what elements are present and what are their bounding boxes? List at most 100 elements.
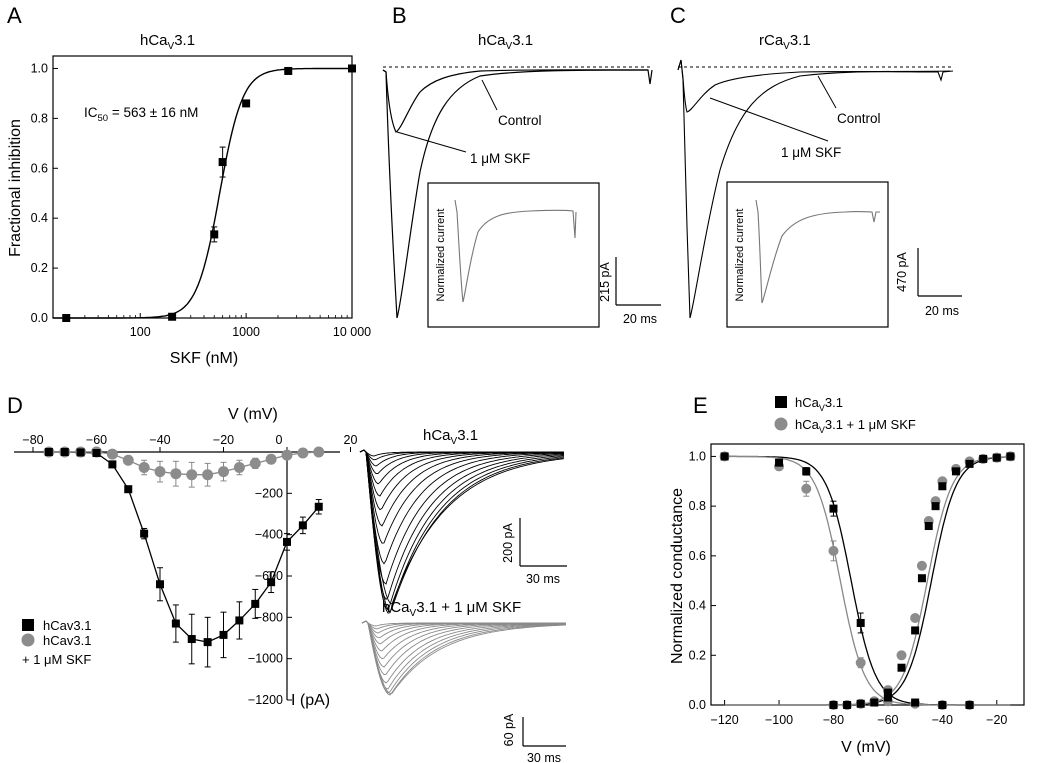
- panel-e-tick-labels: −120 −100 −80 −60 −40 −20 0.0 0.2 0.4 0.6 0.8 1.0: [689, 449, 1008, 727]
- panel-d-control-point: [156, 580, 164, 589]
- panel-c-control-pointer: [817, 75, 837, 109]
- panel-d-ytick-label: −400: [255, 528, 283, 542]
- panel-b-skf-label: 1 μM SKF: [470, 151, 530, 166]
- panel-e-xtick-label: −60: [877, 713, 898, 727]
- panel-d-skf-point: [281, 449, 293, 461]
- panel-a-title: hCaV3.1: [140, 32, 195, 52]
- panel-a-tick-labels: 0.0 0.2 0.4 0.6 0.8 1.0 100 1000 10 000: [31, 61, 372, 339]
- panel-e-control-activation-point: [917, 574, 926, 583]
- panel-a-point: [284, 66, 293, 75]
- panel-e-ticks: [711, 455, 998, 706]
- panel-d-skf-point: [202, 469, 214, 481]
- panel-d-skf-point: [313, 446, 325, 458]
- panel-d-legend-marker-control: [22, 619, 34, 631]
- panel-e-ylabel: Normalized conductance: [669, 488, 686, 664]
- panel-e-skf-inactivation-point: [801, 483, 812, 494]
- panel-d-trace-title-control: hCaV3.1: [423, 427, 478, 447]
- panel-e-skf-inactivation-point: [855, 657, 866, 668]
- panel-c-control-label: Control: [837, 111, 881, 126]
- panel-a-ylabel: Fractional inhibition: [7, 119, 24, 257]
- panel-e-control-activation-point: [870, 698, 879, 707]
- panel-a-ytick-label: 0.2: [31, 261, 48, 275]
- panel-e-xlabel: V (mV): [841, 739, 891, 756]
- panel-d-control-point: [171, 619, 180, 628]
- panel-a-point: [168, 312, 177, 321]
- panel-e-control-activation-point: [911, 626, 920, 635]
- panel-d-skf-point: [218, 466, 229, 478]
- ic50-annotation: IC50 = 563 ± 16 nM: [84, 105, 198, 124]
- panel-d-control-trace: [359, 449, 565, 613]
- panel-d-control-point: [76, 448, 85, 457]
- panel-e-control-activation-point: [979, 454, 988, 463]
- panel-d-skf-trace: [361, 620, 567, 696]
- panel-e-ytick-label: 0.4: [689, 599, 706, 613]
- panel-d-skf-point: [170, 468, 182, 480]
- panel-e-ytick-label: 0.6: [689, 549, 706, 563]
- panel-c: C rCaV3.1 Control 1 μM SKF Normalized cu…: [670, 3, 962, 328]
- panel-d-bottom-scale-y-label: 60 pA: [502, 713, 516, 746]
- panel-letter-d: D: [7, 393, 23, 418]
- panel-a-point: [62, 314, 71, 322]
- panel-a: A hCaV3.1 IC50 = 563 ± 16 nM 0.00.20.40.…: [7, 3, 371, 367]
- panel-d-control-point: [92, 449, 101, 458]
- panel-e-xtick-label: −80: [823, 713, 844, 727]
- panel-d-control-point: [314, 502, 323, 511]
- panel-d-xtick-label: −80: [22, 433, 43, 447]
- panel-e-legend-marker-skf: [774, 417, 788, 431]
- panel-e-control-activation-point: [924, 522, 933, 531]
- panel-b-inset-trace: [454, 199, 577, 303]
- panel-d: D −80 −60 −40 −20 0 20−200−400−600−800−1000−1…: [7, 393, 567, 763]
- panel-d-skf-point: [265, 453, 277, 465]
- panel-a-ytick-label: 1.0: [31, 61, 48, 75]
- panel-e-control-inactivation-point: [938, 701, 947, 709]
- panel-d-skf-point: [233, 462, 245, 473]
- panel-d-data-points: [43, 446, 325, 668]
- panel-b-scale-x-label: 20 ms: [623, 312, 657, 326]
- panel-e: E hCaV3.1 hCaV3.1 + 1 μM SKF −120 −100 −80…: [669, 393, 1025, 756]
- panel-d-fit-skf: [48, 451, 319, 476]
- panel-d-xtick-label: −40: [149, 433, 170, 447]
- panel-b-control-pointer: [481, 79, 498, 111]
- panel-a-ytick-label: 0.8: [31, 111, 48, 125]
- panel-e-frame: [710, 443, 1025, 706]
- panel-b-skf-trace: [382, 69, 649, 133]
- panel-d-bottom-scale-x-label: 30 ms: [527, 751, 561, 763]
- panel-d-control-trace: [359, 449, 565, 601]
- panel-c-skf-pointer: [709, 97, 829, 142]
- panel-d-ytick-label: −800: [255, 610, 283, 624]
- panel-d-control-point: [44, 448, 53, 456]
- panel-a-xtick-label: 100: [130, 325, 151, 339]
- panel-b-skf-pointer: [396, 131, 467, 153]
- panel-d-traces-skf: [361, 620, 567, 696]
- panel-e-legend-control: hCaV3.1: [795, 395, 843, 413]
- panel-d-skf-trace: [361, 620, 567, 695]
- panel-d-legend-skf-cont: + 1 μM SKF: [22, 652, 91, 667]
- panel-a-ytick-label: 0.4: [31, 211, 48, 225]
- panel-e-xtick-label: −100: [765, 713, 793, 727]
- panel-d-skf-point: [186, 469, 198, 481]
- panel-e-ytick-label: 1.0: [689, 449, 706, 463]
- panel-d-skf-point: [154, 466, 166, 478]
- panel-a-ytick-label: 0.6: [31, 161, 48, 175]
- panel-a-point: [348, 64, 356, 73]
- panel-e-control-activation-point: [951, 467, 960, 476]
- panel-e-xtick-label: −20: [986, 713, 1007, 727]
- panel-d-top-scale-x-label: 30 ms: [526, 572, 560, 586]
- panel-e-legend-skf: hCaV3.1 + 1 μM SKF: [795, 417, 916, 435]
- panel-d-skf-trace: [361, 620, 566, 684]
- panel-d-control-point: [124, 485, 133, 494]
- panel-e-control-inactivation-point: [775, 458, 784, 467]
- panel-e-control-activation-point: [829, 701, 838, 709]
- panel-d-control-point: [219, 630, 228, 639]
- panel-d-xtick-label: −60: [86, 433, 107, 447]
- panel-b-scale-y-label: 215 pA: [598, 262, 612, 302]
- panel-e-legend-marker-control: [775, 396, 787, 408]
- panel-a-xtick-label: 10 000: [333, 325, 371, 339]
- panel-d-control-point: [203, 638, 212, 647]
- panel-d-control-trace: [359, 449, 564, 565]
- panel-letter-e: E: [693, 393, 708, 418]
- panel-d-legend-skf: hCav3.1: [43, 633, 91, 648]
- panel-e-skf-inactivation-point: [828, 545, 839, 556]
- panel-a-frame: [52, 55, 353, 319]
